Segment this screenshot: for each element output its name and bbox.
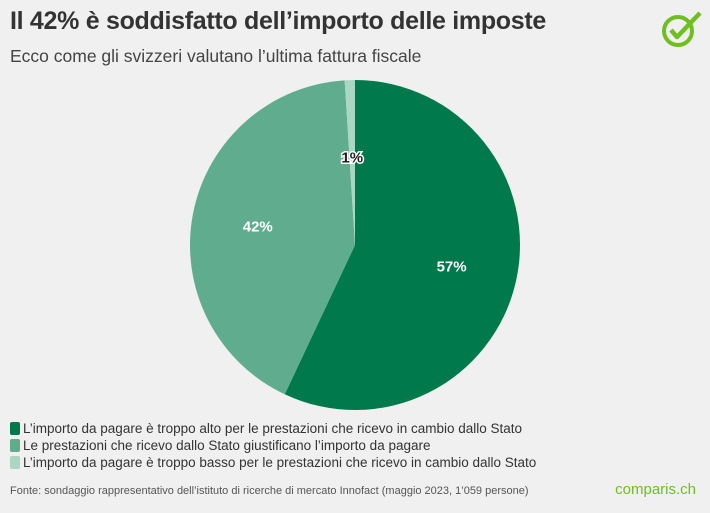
data-label: 57% bbox=[437, 259, 467, 276]
data-label: 42% bbox=[243, 218, 273, 235]
chart-title: Il 42% è soddisfatto dell’importo delle … bbox=[10, 7, 546, 35]
check-circle-icon bbox=[662, 11, 702, 47]
legend-item: L’importo da pagare è troppo alto per le… bbox=[10, 420, 536, 437]
legend: L’importo da pagare è troppo alto per le… bbox=[10, 420, 536, 471]
legend-swatch bbox=[10, 422, 20, 435]
pie-chart: 57% 42% 1% bbox=[190, 80, 520, 410]
chart-subtitle: Ecco come gli svizzeri valutano l’ultima… bbox=[10, 46, 422, 66]
legend-label: L’importo da pagare è troppo basso per l… bbox=[23, 455, 537, 470]
legend-label: L’importo da pagare è troppo alto per le… bbox=[23, 421, 523, 436]
legend-item: Le prestazioni che ricevo dallo Stato gi… bbox=[10, 437, 536, 454]
source-note: Fonte: sondaggio rappresentativo dell’is… bbox=[10, 485, 529, 497]
pie-slice bbox=[344, 80, 355, 245]
brand-logo: comparis.ch bbox=[615, 481, 696, 498]
legend-swatch bbox=[10, 439, 20, 452]
pie-slice bbox=[284, 80, 520, 410]
pie-slice bbox=[190, 80, 355, 395]
legend-item: L’importo da pagare è troppo basso per l… bbox=[10, 454, 536, 471]
legend-swatch bbox=[10, 456, 20, 469]
legend-label: Le prestazioni che ricevo dallo Stato gi… bbox=[23, 438, 431, 453]
data-label: 1% bbox=[341, 150, 363, 167]
